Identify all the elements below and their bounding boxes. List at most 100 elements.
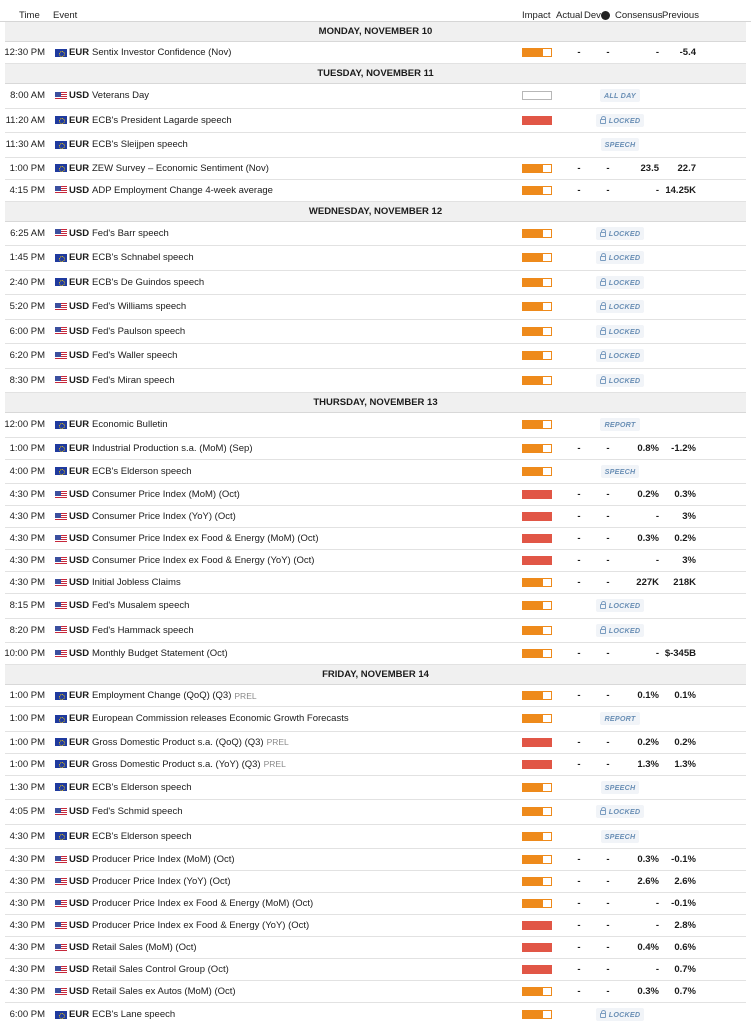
event-title[interactable]: Retail Sales ex Autos (MoM) (Oct) (92, 986, 236, 997)
event-title[interactable]: Fed's Hammack speech (92, 624, 194, 636)
event-name[interactable]: ECB's Lane speech (92, 1003, 175, 1024)
event-row[interactable]: 4:30 PM EUR ECB's Elderson speech SPEECH (5, 825, 746, 849)
event-title[interactable]: Fed's Musalem speech (92, 600, 190, 612)
event-title[interactable]: Producer Price Index (MoM) (Oct) (92, 854, 235, 865)
event-title[interactable]: Retail Sales (MoM) (Oct) (92, 942, 197, 953)
event-row[interactable]: 4:15 PM USD ADP Employment Change 4-week a… (5, 180, 746, 202)
locked-badge[interactable]: LOCKED (595, 349, 645, 363)
event-title[interactable]: Consumer Price Index (YoY) (Oct) (92, 511, 236, 522)
event-row[interactable]: 1:00 PM EUR Industrial Production s.a. (Mo… (5, 438, 746, 460)
event-title[interactable]: Employment Change (QoQ) (Q3) (92, 690, 232, 701)
event-row[interactable]: 10:00 PM USD Monthly Budget Statement (Oct… (4, 643, 746, 665)
locked-badge[interactable]: LOCKED (595, 324, 645, 338)
locked-badge[interactable]: LOCKED (595, 805, 645, 819)
event-row[interactable]: 6:00 PM USD Fed's Paulson speech LOCKED (5, 320, 746, 344)
locked-badge[interactable]: LOCKED (595, 373, 645, 387)
event-name[interactable]: Gross Domestic Product s.a. (QoQ) (Q3) PR… (92, 732, 289, 753)
event-name[interactable]: ECB's Sleijpen speech (92, 133, 188, 157)
event-title[interactable]: Fed's Barr speech (92, 227, 169, 239)
event-title[interactable]: Fed's Williams speech (92, 301, 187, 313)
event-row[interactable]: 8:20 PM USD Fed's Hammack speech LOCKED (5, 619, 746, 643)
event-title[interactable]: Consumer Price Index ex Food & Energy (M… (92, 533, 319, 544)
event-tag[interactable]: LOCKED (595, 109, 645, 133)
event-row[interactable]: 6:25 AM USD Fed's Barr speech LOCKED (5, 222, 746, 246)
event-row[interactable]: 6:20 PM USD Fed's Waller speech LOCKED (5, 344, 746, 369)
event-name[interactable]: Fed's Musalem speech (92, 594, 189, 618)
locked-badge[interactable]: LOCKED (595, 623, 645, 637)
event-title[interactable]: Monthly Budget Statement (Oct) (92, 648, 228, 659)
event-name[interactable]: Fed's Miran speech (92, 369, 175, 393)
event-title[interactable]: ADP Employment Change 4-week average (92, 184, 273, 196)
event-row[interactable]: 1:30 PM EUR ECB's Elderson speech SPEECH (5, 776, 746, 800)
event-title[interactable]: ECB's Elderson speech (92, 781, 192, 793)
event-title[interactable]: ECB's Elderson speech (92, 830, 192, 842)
event-title[interactable]: ECB's Schnabel speech (92, 252, 194, 264)
event-tag[interactable]: LOCKED (595, 800, 645, 824)
locked-badge[interactable]: LOCKED (595, 226, 645, 240)
event-title[interactable]: ECB's Elderson speech (92, 465, 192, 477)
locked-badge[interactable]: LOCKED (595, 113, 645, 127)
event-row[interactable]: 5:20 PM USD Fed's Williams speech LOCKED (5, 295, 746, 320)
event-title[interactable]: Consumer Price Index ex Food & Energy (Y… (92, 555, 315, 566)
event-row[interactable]: 4:30 PM USD Consumer Price Index ex Food &… (5, 550, 746, 572)
event-title[interactable]: Producer Price Index ex Food & Energy (M… (92, 898, 314, 909)
event-title[interactable]: Consumer Price Index (MoM) (Oct) (92, 489, 240, 500)
header-time[interactable]: Time (19, 10, 40, 21)
event-name[interactable]: Monthly Budget Statement (Oct) (92, 643, 228, 664)
header-actual[interactable]: Actual (556, 10, 583, 21)
event-name[interactable]: Fed's Hammack speech (92, 619, 194, 643)
event-row[interactable]: 4:30 PM USD Producer Price Index (MoM) (Oc… (5, 849, 746, 871)
event-row[interactable]: 1:45 PM EUR ECB's Schnabel speech LOCKED (5, 246, 746, 271)
event-title[interactable]: ECB's Sleijpen speech (92, 139, 188, 151)
locked-badge[interactable]: LOCKED (595, 599, 645, 613)
event-title[interactable]: Economic Bulletin (92, 419, 168, 431)
event-tag[interactable]: LOCKED (595, 271, 645, 295)
event-name[interactable]: ECB's Elderson speech (92, 776, 192, 800)
event-row[interactable]: 4:00 PM EUR ECB's Elderson speech SPEECH (5, 460, 746, 484)
event-tag[interactable]: LOCKED (595, 295, 645, 319)
event-title[interactable]: Fed's Paulson speech (92, 325, 186, 337)
header-impact[interactable]: Impact (522, 10, 551, 21)
event-tag[interactable]: LOCKED (595, 619, 645, 643)
event-row[interactable]: 4:30 PM USD Retail Sales (MoM) (Oct) - - 0.4%… (5, 937, 746, 959)
event-name[interactable]: Employment Change (QoQ) (Q3) PREL (92, 685, 257, 706)
event-title[interactable]: Initial Jobless Claims (92, 577, 181, 588)
event-row[interactable]: 1:00 PM EUR ZEW Survey – Economic Sentimen… (5, 158, 746, 180)
header-dev[interactable]: Dev (584, 10, 601, 21)
event-name[interactable]: ADP Employment Change 4-week average (92, 180, 273, 201)
event-name[interactable]: ECB's President Lagarde speech (92, 109, 232, 133)
event-name[interactable]: Sentix Investor Confidence (Nov) (92, 42, 231, 63)
event-row[interactable]: 4:30 PM USD Initial Jobless Claims - - 227K 21… (5, 572, 746, 594)
event-tag[interactable]: LOCKED (595, 246, 645, 270)
event-title[interactable]: Fed's Miran speech (92, 374, 175, 386)
event-tag[interactable]: LOCKED (595, 369, 645, 393)
header-event[interactable]: Event (53, 10, 78, 21)
event-row[interactable]: 4:30 PM USD Retail Sales Control Group (Oc… (5, 959, 746, 981)
event-tag[interactable]: LOCKED (595, 320, 645, 344)
event-row[interactable]: 6:00 PM EUR ECB's Lane speech LOCKED (5, 1003, 746, 1024)
event-tag[interactable]: LOCKED (595, 344, 645, 368)
event-title[interactable]: Gross Domestic Product s.a. (QoQ) (Q3) (92, 736, 264, 748)
event-name[interactable]: Producer Price Index ex Food & Energy (M… (92, 893, 313, 914)
event-title[interactable]: Producer Price Index ex Food & Energy (Y… (92, 920, 310, 931)
event-name[interactable]: ECB's Schnabel speech (92, 246, 194, 270)
event-row[interactable]: 4:30 PM USD Producer Price Index ex Food &… (5, 893, 746, 915)
event-title[interactable]: ECB's Lane speech (92, 1009, 176, 1021)
event-row[interactable]: 8:15 PM USD Fed's Musalem speech LOCKED (5, 594, 746, 619)
event-name[interactable]: Fed's Williams speech (92, 295, 186, 319)
event-title[interactable]: ECB's President Lagarde speech (92, 114, 232, 126)
event-row[interactable]: 4:05 PM USD Fed's Schmid speech LOCKED (5, 800, 746, 825)
locked-badge[interactable]: LOCKED (595, 275, 645, 289)
event-row[interactable]: 8:30 PM USD Fed's Miran speech LOCKED (5, 369, 746, 393)
event-row[interactable]: 4:30 PM USD Producer Price Index (YoY) (Oc… (5, 871, 746, 893)
event-name[interactable]: Retail Sales (MoM) (Oct) (92, 937, 197, 958)
event-name[interactable]: ZEW Survey – Economic Sentiment (Nov) (92, 158, 269, 179)
event-name[interactable]: Consumer Price Index (YoY) (Oct) (92, 506, 236, 527)
locked-badge[interactable]: LOCKED (595, 300, 645, 314)
event-title[interactable]: Fed's Schmid speech (92, 806, 183, 818)
event-name[interactable]: Veterans Day (92, 84, 149, 108)
event-row[interactable]: 11:30 AM EUR ECB's Sleijpen speech SPEECH (5, 133, 746, 158)
event-name[interactable]: Consumer Price Index (MoM) (Oct) (92, 484, 240, 505)
locked-badge[interactable]: LOCKED (595, 1008, 645, 1022)
event-title[interactable]: ZEW Survey – Economic Sentiment (Nov) (92, 162, 269, 174)
